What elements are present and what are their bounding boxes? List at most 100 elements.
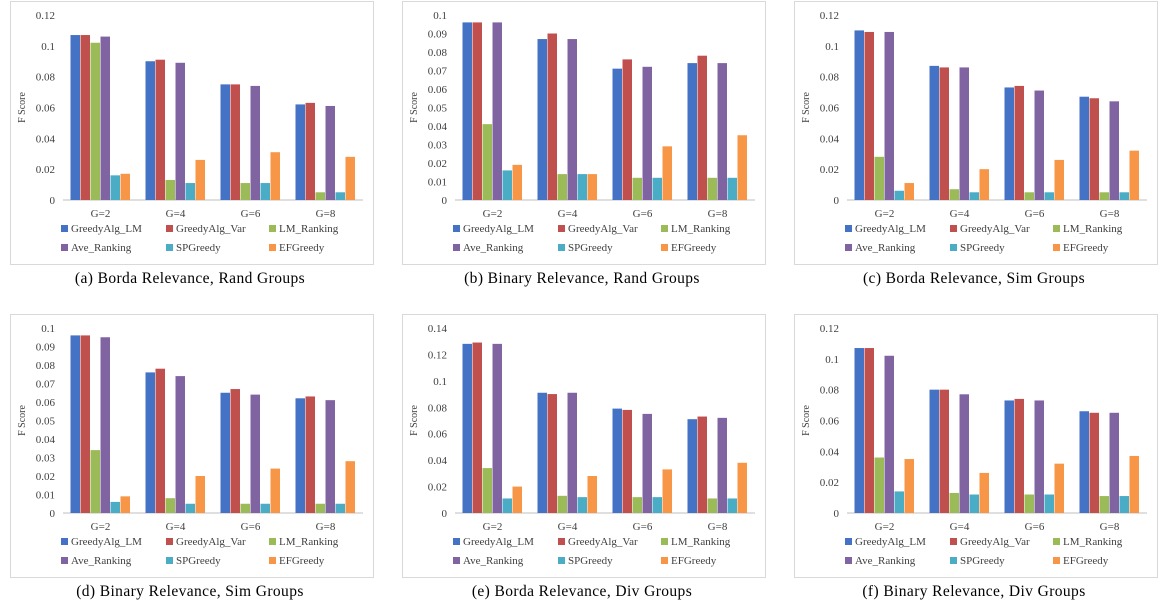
- bar-ave-ranking-g-8: [717, 417, 727, 513]
- bar-ave-ranking-g-6: [250, 394, 260, 513]
- bar-greedyalg-var-g-2: [864, 348, 874, 513]
- legend-label-greedyalg-lm: GreedyAlg_LM: [71, 223, 142, 235]
- bar-ave-ranking-g-4: [175, 376, 185, 513]
- bar-efgreedy-g-6: [1054, 159, 1064, 200]
- chart-panel-c: F Score 0 0.02 0.04 0.06 0.08 0.1 0.12 G=2 G=4 G=6…: [784, 0, 1164, 290]
- bar-greedyalg-var-g-6: [1014, 398, 1024, 513]
- x-tick-label: G=4: [558, 208, 578, 220]
- legend-label-ave-ranking: Ave_Ranking: [463, 242, 524, 254]
- bar-greedyalg-lm-g-4: [929, 65, 939, 200]
- bar-efgreedy-g-4: [587, 476, 597, 513]
- legend-label-lm-ranking: LM_Ranking: [279, 223, 339, 235]
- x-tick-label: G=8: [708, 521, 728, 533]
- bar-ave-ranking-g-2: [492, 343, 502, 513]
- legend-label-greedyalg-lm: GreedyAlg_LM: [71, 536, 142, 548]
- caption-e: (e) Borda Relevance, Div Groups: [471, 583, 693, 600]
- bar-ave-ranking-g-8: [325, 105, 335, 200]
- legend-swatch-efgreedy: [269, 557, 276, 564]
- bar-lm-ranking-g-4: [949, 189, 959, 200]
- bar-ave-ranking-g-8: [325, 400, 335, 513]
- bar-lm-ranking-g-2: [874, 457, 884, 513]
- bar-greedyalg-var-g-8: [1089, 98, 1099, 200]
- bar-spgreedy-g-2: [502, 170, 512, 200]
- legend-label-spgreedy: SPGreedy: [960, 555, 1005, 567]
- x-tick-label: G=8: [708, 208, 728, 220]
- bar-efgreedy-g-6: [662, 469, 672, 513]
- bar-efgreedy-g-4: [587, 174, 597, 200]
- bar-efgreedy-g-8: [1129, 455, 1139, 513]
- legend-label-greedyalg-lm: GreedyAlg_LM: [855, 223, 926, 235]
- y-tick-label: 0: [442, 508, 448, 520]
- y-tick-label: 0: [50, 508, 56, 520]
- bar-spgreedy-g-6: [1044, 494, 1054, 513]
- y-axis-label: F Score: [801, 92, 812, 123]
- y-tick-label: 0.04: [428, 121, 448, 133]
- y-tick-label: 0.02: [820, 164, 839, 176]
- y-tick-label: 0.06: [428, 429, 448, 441]
- y-axis-label: F Score: [409, 92, 420, 123]
- bar-greedyalg-lm-g-2: [854, 30, 864, 200]
- bar-lm-ranking-g-6: [1024, 192, 1034, 200]
- legend-swatch-efgreedy: [661, 244, 668, 251]
- bar-greedyalg-var-g-4: [939, 67, 949, 201]
- y-tick-label: 0.04: [820, 133, 840, 145]
- legend-swatch-greedyalg-lm: [845, 538, 852, 545]
- bar-greedyalg-lm-g-6: [1004, 87, 1014, 200]
- legend-label-greedyalg-var: GreedyAlg_Var: [568, 223, 638, 235]
- legend-swatch-lm-ranking: [1053, 538, 1060, 545]
- bar-spgreedy-g-6: [260, 183, 270, 200]
- x-tick-label: G=6: [1025, 521, 1045, 533]
- bar-greedyalg-var-g-6: [230, 389, 240, 513]
- legend-swatch-greedyalg-lm: [845, 225, 852, 232]
- legend-swatch-greedyalg-lm: [61, 538, 68, 545]
- y-tick-label: 0.06: [428, 84, 448, 96]
- y-tick-label: 0.02: [428, 482, 447, 494]
- y-tick-label: 0.02: [36, 471, 55, 483]
- bar-efgreedy-g-4: [979, 472, 989, 513]
- legend-swatch-efgreedy: [661, 557, 668, 564]
- legend-swatch-ave-ranking: [453, 244, 460, 251]
- x-tick-label: G=2: [875, 521, 895, 533]
- y-tick-label: 0.08: [428, 402, 448, 414]
- x-tick-label: G=8: [316, 521, 336, 533]
- legend-label-spgreedy: SPGreedy: [960, 242, 1005, 254]
- legend-swatch-spgreedy: [558, 557, 565, 564]
- chart-panel-a: F Score 0 0.02 0.04 0.06 0.08 0.1 0.12 G=2 G=4 G=6…: [0, 0, 380, 290]
- bar-efgreedy-g-2: [512, 164, 522, 200]
- bar-lm-ranking-g-4: [949, 492, 959, 513]
- legend-label-ave-ranking: Ave_Ranking: [855, 555, 916, 567]
- y-tick-label: 0.06: [820, 103, 840, 115]
- bar-spgreedy-g-8: [1119, 192, 1129, 200]
- y-axis-label: F Score: [801, 405, 812, 436]
- legend-swatch-spgreedy: [166, 244, 173, 251]
- y-tick-label: 0.06: [36, 397, 56, 409]
- legend-label-efgreedy: EFGreedy: [1063, 242, 1109, 254]
- legend-label-lm-ranking: LM_Ranking: [1063, 536, 1123, 548]
- legend-swatch-greedyalg-var: [558, 225, 565, 232]
- x-tick-label: G=2: [91, 521, 111, 533]
- y-tick-label: 0.04: [36, 133, 56, 145]
- bar-greedyalg-var-g-8: [697, 55, 707, 201]
- y-axis-label: F Score: [409, 405, 420, 436]
- bar-spgreedy-g-6: [652, 177, 662, 200]
- bar-lm-ranking-g-6: [632, 497, 642, 513]
- y-tick-label: 0.08: [428, 47, 448, 59]
- bar-greedyalg-lm-g-4: [929, 389, 939, 513]
- y-tick-label: 0.04: [820, 446, 840, 458]
- bar-greedyalg-var-g-6: [622, 59, 632, 201]
- legend-swatch-efgreedy: [269, 244, 276, 251]
- bar-greedyalg-var-g-8: [305, 102, 315, 200]
- y-tick-label: 0.02: [428, 158, 447, 170]
- y-tick-label: 0: [50, 195, 56, 207]
- bar-efgreedy-g-2: [904, 459, 914, 513]
- bar-efgreedy-g-4: [195, 159, 205, 200]
- bar-greedyalg-lm-g-2: [70, 35, 80, 200]
- bar-spgreedy-g-4: [185, 183, 195, 200]
- bar-greedyalg-var-g-2: [472, 342, 482, 513]
- bar-greedyalg-lm-g-6: [612, 408, 622, 513]
- x-tick-label: G=4: [166, 521, 186, 533]
- bar-greedyalg-var-g-2: [80, 35, 90, 200]
- legend-swatch-ave-ranking: [61, 244, 68, 251]
- bar-ave-ranking-g-2: [100, 36, 110, 201]
- bar-spgreedy-g-4: [969, 192, 979, 200]
